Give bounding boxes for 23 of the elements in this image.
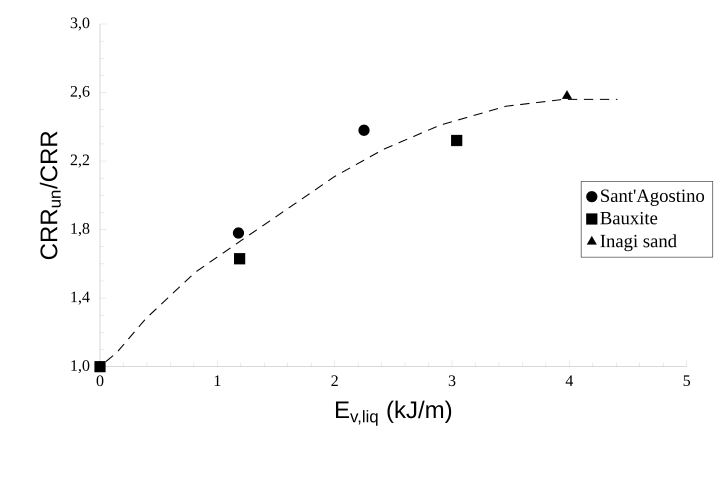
legend-label: Inagi sand: [600, 234, 677, 252]
x-tick-label: 1: [214, 375, 220, 386]
point: [94, 361, 106, 372]
y-tick-label: 1,0: [71, 360, 90, 374]
legend-label: Bauxite: [600, 212, 658, 224]
x-tick-label: 0: [96, 375, 104, 386]
y-tick-label: 1,4: [71, 292, 90, 305]
y-tick-label: 2,2: [70, 154, 90, 168]
y-tick-label: 1,8: [71, 223, 90, 236]
x-tick-label: 5: [684, 375, 690, 386]
point: [232, 227, 244, 239]
legend-label: Sant'Agostino: [601, 189, 704, 206]
point: [234, 253, 246, 264]
x-tick-label: 3: [448, 375, 456, 386]
y-axis-title: CRR$_{un}$/CRR: [40, 131, 61, 260]
x-tick-label: 2: [331, 375, 338, 386]
point: [451, 134, 462, 146]
point: [358, 124, 370, 136]
y-tick-label: 3,0: [70, 17, 90, 31]
y-tick-label: 2,6: [70, 86, 90, 100]
point: [562, 90, 572, 99]
x-tick-label: 4: [566, 375, 574, 386]
x-axis-title: E$_{v,liq}$ (kJ/m): [336, 400, 452, 426]
